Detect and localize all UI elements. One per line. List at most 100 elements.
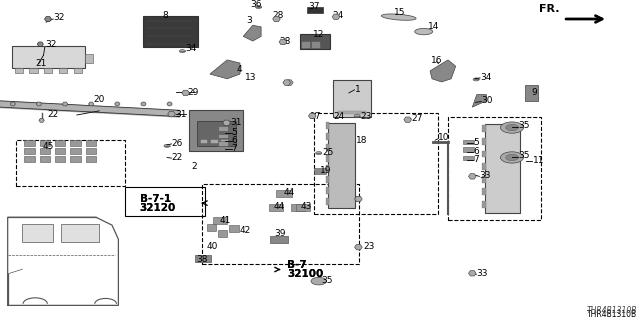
Bar <box>296 204 310 211</box>
Polygon shape <box>468 270 476 276</box>
Text: 23: 23 <box>360 112 372 121</box>
Text: 30: 30 <box>481 96 493 105</box>
Bar <box>307 7 323 13</box>
Text: 26: 26 <box>172 139 183 148</box>
Text: 24: 24 <box>332 11 344 20</box>
Text: B-7-1: B-7-1 <box>140 194 171 204</box>
Text: 31: 31 <box>230 118 242 127</box>
Polygon shape <box>430 60 456 82</box>
Bar <box>86 148 96 154</box>
Bar <box>218 230 227 237</box>
Polygon shape <box>210 60 240 79</box>
Text: 35: 35 <box>321 276 333 285</box>
Bar <box>326 155 329 162</box>
Text: 32: 32 <box>45 40 56 49</box>
Bar <box>55 140 65 146</box>
Circle shape <box>500 122 524 133</box>
Bar <box>218 141 228 146</box>
Text: B-7: B-7 <box>287 260 307 270</box>
Ellipse shape <box>415 28 433 35</box>
Bar <box>229 226 239 232</box>
Text: 19: 19 <box>320 165 332 174</box>
Bar <box>326 176 329 183</box>
Polygon shape <box>468 174 476 179</box>
Bar <box>448 116 541 220</box>
Bar <box>270 236 288 244</box>
Polygon shape <box>404 117 412 123</box>
Polygon shape <box>37 42 44 46</box>
Text: 20: 20 <box>93 95 105 104</box>
Text: 38: 38 <box>196 255 208 264</box>
Text: 44: 44 <box>284 188 295 197</box>
Text: THR4B1310B: THR4B1310B <box>587 310 637 319</box>
Text: 35: 35 <box>518 122 530 131</box>
Text: 21: 21 <box>35 59 47 68</box>
Bar <box>74 68 82 73</box>
Polygon shape <box>10 102 15 106</box>
Text: 32100: 32100 <box>287 269 324 279</box>
Bar <box>201 140 207 143</box>
Bar <box>29 68 38 73</box>
Bar <box>22 224 53 243</box>
Circle shape <box>316 152 322 155</box>
Text: 40: 40 <box>206 242 218 251</box>
Bar <box>482 176 486 183</box>
Bar <box>195 255 211 262</box>
Text: 28: 28 <box>279 36 291 45</box>
Bar <box>86 140 96 146</box>
Text: 37: 37 <box>308 2 319 11</box>
Bar <box>463 148 474 152</box>
Polygon shape <box>273 16 280 22</box>
Bar <box>55 148 65 154</box>
Bar <box>197 121 236 147</box>
Bar <box>312 42 320 48</box>
Bar <box>24 148 35 154</box>
Bar <box>16 140 125 186</box>
Polygon shape <box>141 102 146 106</box>
Circle shape <box>506 124 518 131</box>
Polygon shape <box>167 102 172 106</box>
Text: 44: 44 <box>273 202 285 211</box>
Polygon shape <box>115 102 120 106</box>
Polygon shape <box>472 94 486 107</box>
Polygon shape <box>355 244 362 250</box>
Bar <box>59 68 67 73</box>
Bar <box>482 125 486 132</box>
Text: 22: 22 <box>172 153 183 162</box>
Bar <box>40 156 50 162</box>
Polygon shape <box>39 118 44 122</box>
Text: 8: 8 <box>163 11 168 20</box>
Text: 9: 9 <box>531 87 537 97</box>
Text: 33: 33 <box>479 171 491 180</box>
Bar <box>326 133 329 140</box>
Bar <box>202 184 359 264</box>
Polygon shape <box>168 111 175 117</box>
Bar <box>326 165 329 172</box>
Polygon shape <box>308 113 316 119</box>
Text: 24: 24 <box>333 112 345 121</box>
Polygon shape <box>279 39 287 45</box>
Text: 11: 11 <box>532 156 544 165</box>
Bar <box>218 126 228 131</box>
Circle shape <box>179 50 186 52</box>
Bar <box>70 148 81 154</box>
Text: 27: 27 <box>411 114 422 123</box>
Bar <box>12 46 85 68</box>
Bar <box>314 113 438 214</box>
Text: 1: 1 <box>355 85 360 94</box>
Ellipse shape <box>381 14 416 20</box>
Text: 7: 7 <box>473 155 479 164</box>
Bar <box>15 68 23 73</box>
Text: 32120: 32120 <box>140 203 176 213</box>
Bar <box>291 204 305 211</box>
Polygon shape <box>243 25 261 41</box>
Polygon shape <box>525 85 538 101</box>
Bar <box>482 150 486 157</box>
Bar <box>86 156 96 162</box>
Bar <box>326 187 329 194</box>
Circle shape <box>164 144 170 147</box>
Text: 16: 16 <box>431 56 442 65</box>
Text: 32: 32 <box>53 13 65 22</box>
Bar <box>70 140 81 146</box>
Bar <box>333 80 371 116</box>
